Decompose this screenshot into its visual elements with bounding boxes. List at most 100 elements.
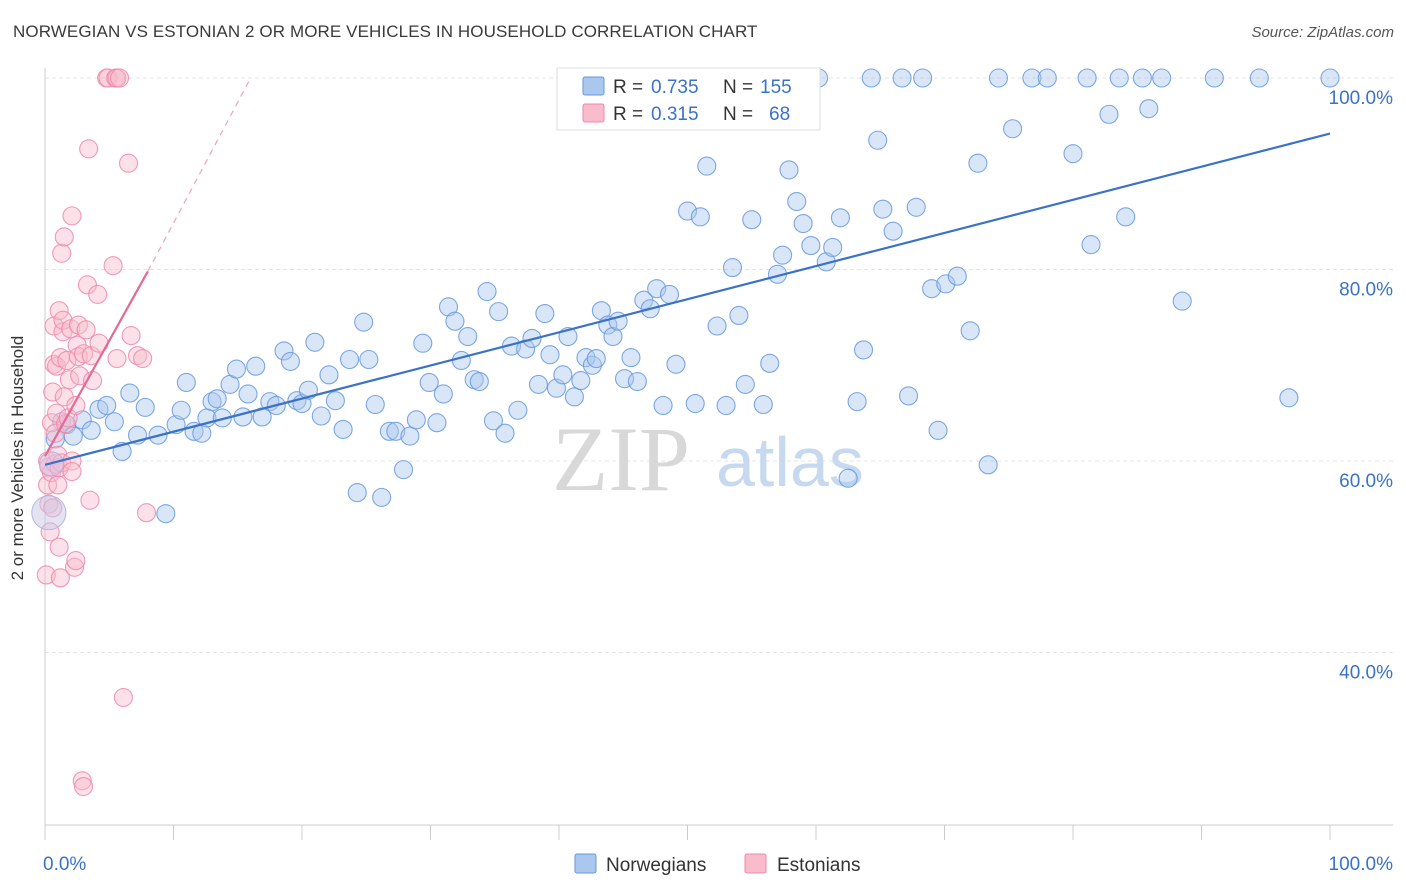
norwegian-point bbox=[400, 426, 420, 446]
norwegian-point bbox=[898, 386, 919, 406]
norwegian-point bbox=[528, 374, 548, 394]
norwegian-point bbox=[760, 353, 780, 373]
estonian-point bbox=[103, 256, 123, 276]
norwegian-point bbox=[386, 421, 406, 441]
estonian-point bbox=[109, 68, 130, 88]
norwegian-point bbox=[697, 156, 717, 176]
norwegian-point bbox=[311, 406, 331, 426]
norwegian-point bbox=[801, 236, 821, 256]
watermark: ZIP atlas bbox=[552, 408, 864, 510]
norwegian-point bbox=[586, 348, 606, 369]
norwegian-point bbox=[508, 400, 528, 420]
norwegian-point bbox=[847, 392, 867, 412]
norwegian-point bbox=[246, 356, 266, 376]
series-legend: Norwegians Estonians bbox=[574, 853, 860, 876]
estonian-point bbox=[77, 275, 97, 295]
norwegian-point bbox=[469, 371, 489, 392]
norwegian-point bbox=[968, 153, 988, 173]
norwegian-point bbox=[535, 303, 555, 324]
estonian-point bbox=[52, 243, 72, 263]
norwegian-point bbox=[280, 351, 300, 371]
estonian-point bbox=[80, 490, 100, 510]
norwegian-point bbox=[722, 258, 743, 278]
estonian-point bbox=[49, 537, 69, 557]
norwegian-point bbox=[659, 284, 680, 304]
norwegian-point bbox=[892, 68, 912, 88]
norwegian-point bbox=[156, 504, 176, 524]
norwegian-point bbox=[685, 393, 705, 414]
norwegian-point bbox=[333, 419, 353, 439]
estonians-trend-extension bbox=[147, 77, 252, 272]
norwegian-point bbox=[1320, 68, 1340, 88]
norwegian-point bbox=[647, 279, 667, 299]
norwegian-point bbox=[988, 68, 1009, 88]
norwegians-n-value: 155 bbox=[760, 77, 792, 98]
norwegian-point bbox=[1132, 68, 1152, 88]
norwegian-point bbox=[868, 130, 888, 150]
norwegian-point bbox=[413, 333, 433, 353]
norwegians-r-value: 0.735 bbox=[651, 77, 699, 98]
norwegian-point bbox=[913, 68, 933, 88]
y-tick-label: 80.0% bbox=[1339, 280, 1393, 301]
norwegian-point bbox=[591, 301, 611, 321]
estonians-r-label: R = bbox=[613, 104, 643, 125]
norwegian-point bbox=[359, 349, 379, 370]
norwegian-point bbox=[1152, 68, 1172, 88]
norwegian-point bbox=[477, 281, 497, 302]
norwegian-point bbox=[936, 274, 956, 294]
estonians-n-value: 68 bbox=[769, 104, 790, 125]
norwegian-point bbox=[947, 266, 967, 286]
estonian-point bbox=[54, 227, 74, 247]
norwegian-point bbox=[922, 279, 942, 299]
norwegian-point bbox=[742, 210, 762, 230]
norwegian-point bbox=[1022, 68, 1042, 88]
norwegian-point bbox=[787, 191, 807, 212]
norwegian-point bbox=[960, 321, 980, 341]
norwegian-point bbox=[627, 371, 647, 392]
norwegian-point bbox=[238, 384, 258, 404]
estonians-legend-label: Estonians bbox=[777, 855, 860, 876]
estonian-point bbox=[127, 346, 148, 366]
norwegian-point bbox=[1204, 68, 1224, 88]
norwegian-point bbox=[576, 348, 596, 368]
norwegian-point bbox=[393, 460, 414, 480]
norwegians-legend-label: Norwegians bbox=[606, 855, 706, 876]
norwegian-point bbox=[97, 395, 117, 416]
norwegian-point bbox=[677, 201, 698, 221]
norwegian-point bbox=[226, 359, 247, 379]
norwegian-point bbox=[1037, 68, 1057, 88]
norwegian-point bbox=[773, 245, 793, 265]
norwegian-point bbox=[438, 297, 459, 317]
norwegian-point bbox=[753, 394, 773, 415]
norwegian-point bbox=[603, 326, 623, 347]
estonian-point bbox=[136, 503, 157, 523]
estonian-point bbox=[62, 461, 82, 482]
norwegian-point bbox=[1172, 291, 1192, 311]
norwegian-point bbox=[823, 237, 843, 258]
norwegian-point bbox=[495, 423, 515, 443]
estonian-point bbox=[118, 153, 139, 173]
estonian-point bbox=[107, 348, 127, 369]
estonian-point bbox=[43, 382, 63, 402]
norwegian-point bbox=[666, 354, 686, 374]
y-tick-label: 60.0% bbox=[1339, 471, 1393, 492]
norwegian-point bbox=[1077, 68, 1097, 88]
norwegian-point bbox=[202, 392, 222, 412]
norwegians-trend-line bbox=[44, 132, 1331, 466]
estonian-point bbox=[72, 771, 92, 791]
norwegian-point bbox=[347, 483, 367, 503]
estonian-point bbox=[44, 316, 64, 336]
estonian-point bbox=[66, 551, 86, 571]
norwegian-point bbox=[653, 395, 673, 416]
estonian-point bbox=[50, 568, 70, 588]
norwegian-point bbox=[883, 221, 903, 241]
estonian-point bbox=[49, 301, 69, 321]
norwegian-point bbox=[779, 160, 799, 180]
estonian-point bbox=[62, 206, 82, 226]
norwegian-point bbox=[1249, 68, 1269, 88]
norwegian-point bbox=[906, 197, 926, 217]
norwegian-point bbox=[319, 365, 339, 385]
norwegians-r-label: R = bbox=[613, 77, 643, 98]
norwegian-point bbox=[451, 350, 471, 371]
